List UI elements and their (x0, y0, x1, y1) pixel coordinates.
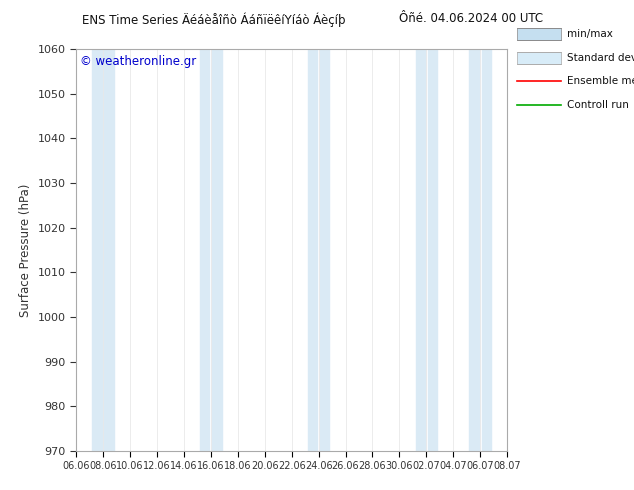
Text: © weatheronline.gr: © weatheronline.gr (81, 55, 197, 68)
Text: min/max: min/max (567, 29, 613, 39)
Text: ENS Time Series Äéáèåîñò ÁáñïëêíYíáò Áèçíþ: ENS Time Series Äéáèåîñò ÁáñïëêíYíáò Áèç… (82, 12, 346, 27)
Bar (308, 49, 317, 451)
Bar (469, 49, 479, 451)
Text: Controll run: Controll run (567, 100, 630, 110)
Bar (428, 49, 437, 451)
Bar (93, 49, 101, 451)
Text: Ôñé. 04.06.2024 00 UTC: Ôñé. 04.06.2024 00 UTC (399, 12, 543, 25)
Y-axis label: Surface Pressure (hPa): Surface Pressure (hPa) (19, 183, 32, 317)
Bar (482, 49, 491, 451)
Bar (200, 49, 209, 451)
Bar (105, 49, 114, 451)
Bar (212, 49, 222, 451)
Text: Standard deviation: Standard deviation (567, 53, 634, 63)
Bar (416, 49, 425, 451)
Bar (320, 49, 330, 451)
Text: Ensemble mean run: Ensemble mean run (567, 76, 634, 86)
